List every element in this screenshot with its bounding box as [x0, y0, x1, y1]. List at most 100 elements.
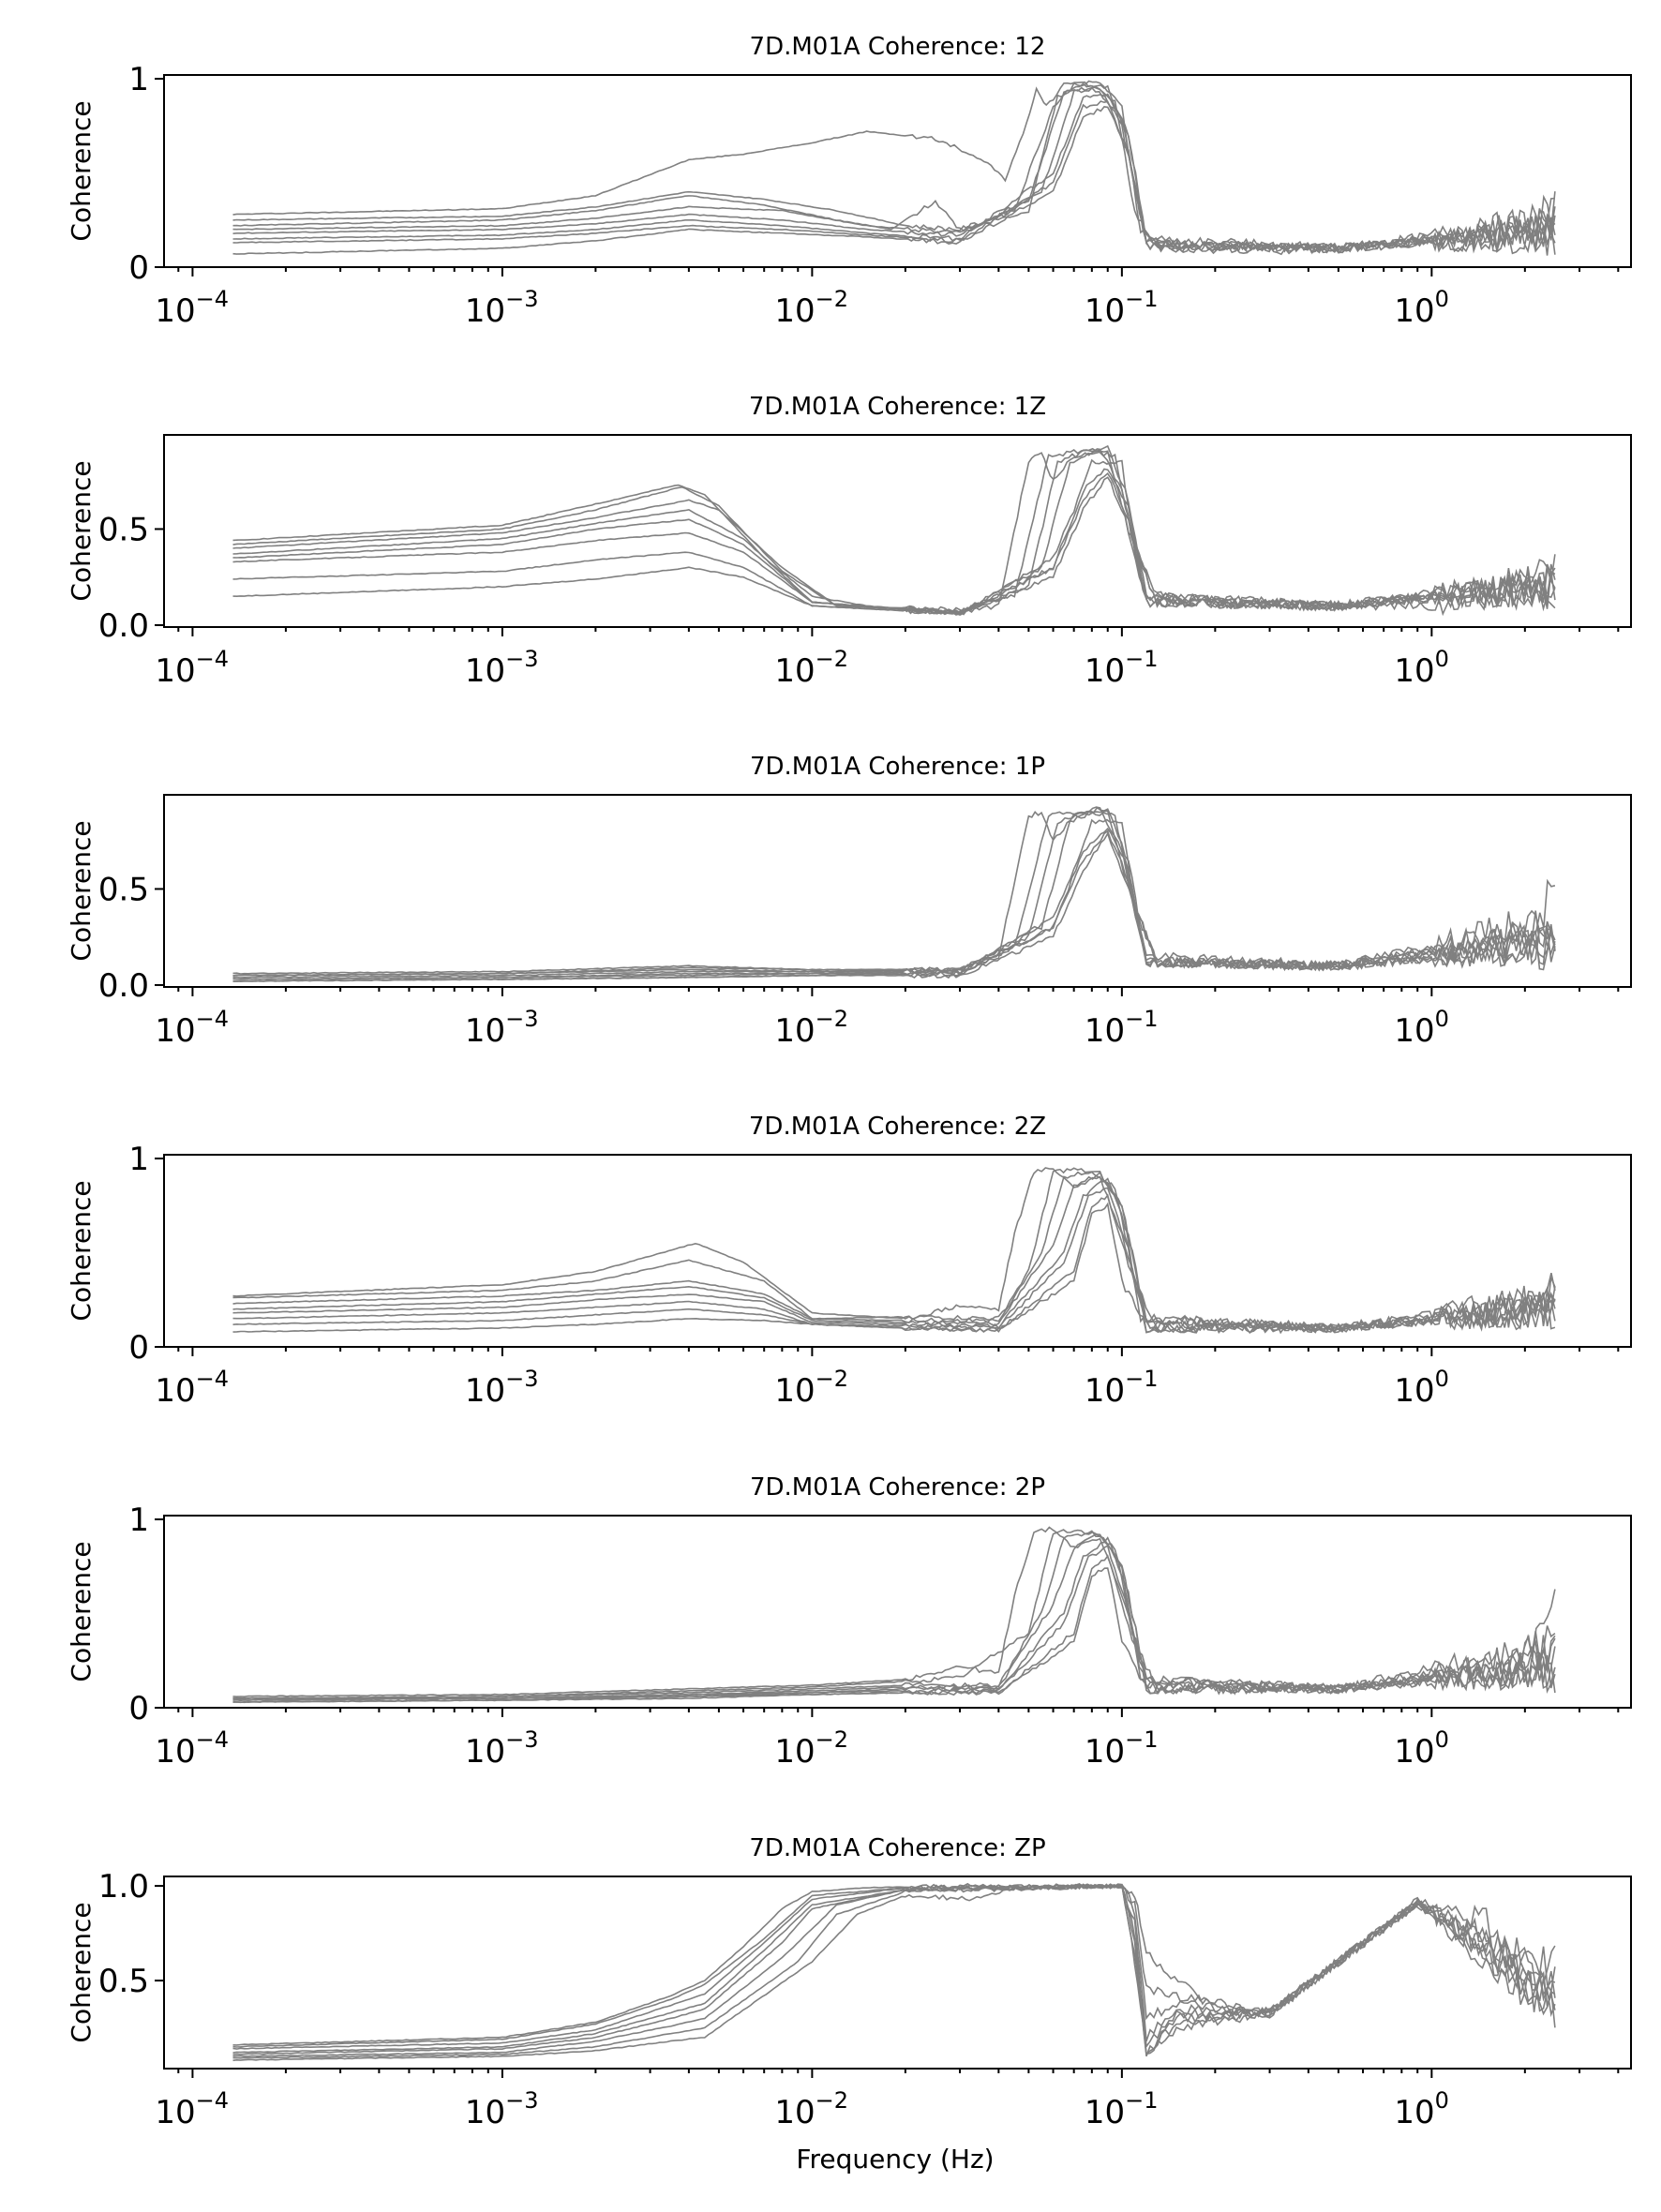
y-tick-label: 1: [128, 1502, 149, 1539]
coherence-series-8: [232, 1567, 1556, 1704]
coherence-series-3: [232, 1530, 1556, 1700]
y-tick-label: 0.5: [98, 1963, 149, 2000]
coherence-series-2: [232, 1529, 1556, 1700]
panel-title: 7D.M01A Coherence: ZP: [749, 1834, 1045, 1862]
x-tick-label: 100: [1394, 1006, 1449, 1050]
x-tick-label: 10−1: [1085, 1366, 1159, 1410]
axes-frame: [163, 1876, 1632, 2070]
y-tick-label: 0: [128, 249, 149, 287]
coherence-series-8: [232, 106, 1556, 256]
x-tick-label: 10−2: [774, 286, 848, 330]
coherence-series-5: [232, 818, 1556, 980]
y-axis-label: Coherence: [66, 820, 97, 961]
x-tick-label: 10−1: [1085, 2087, 1159, 2131]
y-tick-label: 1.0: [98, 1868, 149, 1906]
x-tick-label: 10−2: [774, 2087, 848, 2131]
x-tick-label: 10−4: [155, 2087, 229, 2131]
coherence-series-6: [232, 93, 1556, 254]
x-tick-label: 100: [1394, 646, 1449, 690]
coherence-series-6: [232, 1883, 1556, 2057]
coherence-series-3: [232, 806, 1556, 977]
coherence-series-8: [232, 831, 1556, 982]
coherence-series-4: [232, 811, 1556, 979]
x-tick-label: 100: [1394, 2087, 1449, 2131]
x-tick-label: 100: [1394, 1726, 1449, 1771]
x-tick-label: 10−1: [1085, 286, 1159, 330]
x-tick-label: 10−1: [1085, 646, 1159, 690]
axes-frame: [163, 1515, 1632, 1709]
x-tick-label: 10−4: [155, 1726, 229, 1771]
y-axis-label: Coherence: [66, 100, 97, 241]
axes-frame: [163, 794, 1632, 988]
y-tick-label: 0: [128, 1690, 149, 1727]
panel-title: 7D.M01A Coherence: 12: [750, 33, 1046, 61]
series-group: [232, 444, 1556, 617]
x-tick-label: 10−2: [774, 646, 848, 690]
coherence-series-5: [232, 1883, 1556, 2055]
y-axis-label: Coherence: [66, 1180, 97, 1321]
series-group: [232, 1526, 1556, 1704]
x-tick-label: 10−2: [774, 1366, 848, 1410]
panel-title: 7D.M01A Coherence: 1P: [750, 753, 1045, 781]
panel-title: 7D.M01A Coherence: 2Z: [749, 1113, 1046, 1141]
panel-6: 7D.M01A Coherence: ZP Coherence 0.5 1.0 10−4…: [66, 1834, 1632, 2131]
y-axis-label: Coherence: [66, 1902, 97, 2042]
panel-title: 7D.M01A Coherence: 1Z: [749, 393, 1046, 421]
x-tick-label: 10−3: [465, 286, 539, 330]
y-axis-label: Coherence: [66, 1541, 97, 1681]
x-tick-label: 10−3: [465, 1726, 539, 1771]
coherence-series-8: [232, 1202, 1556, 1334]
series-group: [232, 80, 1556, 256]
x-tick-label: 10−3: [465, 1006, 539, 1050]
coherence-series-1: [232, 1526, 1556, 1698]
coherence-series-2: [232, 1167, 1556, 1333]
panel-title: 7D.M01A Coherence: 2P: [750, 1473, 1045, 1502]
axes-frame: [163, 1154, 1632, 1348]
coherence-series-4: [232, 86, 1556, 254]
coherence-series-5: [232, 1177, 1556, 1334]
coherence-series-7: [232, 1193, 1556, 1334]
coherence-series-6: [232, 1187, 1556, 1333]
x-tick-label: 10−4: [155, 646, 229, 690]
coherence-series-6: [232, 827, 1556, 980]
x-tick-label: 100: [1394, 1366, 1449, 1410]
y-tick-label: 0.0: [98, 967, 149, 1005]
series-group: [232, 806, 1556, 983]
coherence-series-6: [232, 1545, 1556, 1701]
x-tick-label: 10−4: [155, 1366, 229, 1410]
x-tick-label: 100: [1394, 286, 1449, 330]
y-tick-label: 0.5: [98, 871, 149, 908]
x-tick-label: 10−3: [465, 1366, 539, 1410]
coherence-series-4: [232, 1533, 1556, 1700]
axes-frame: [163, 74, 1632, 268]
coherence-series-1: [232, 810, 1556, 975]
coherence-series-7: [232, 100, 1556, 255]
coherence-series-7: [232, 830, 1556, 983]
x-axis-label: Frequency (Hz): [796, 2144, 994, 2175]
coherence-series-6: [232, 468, 1556, 616]
coherence-series-5: [232, 1536, 1556, 1702]
coherence-series-5: [232, 86, 1556, 254]
y-tick-label: 1: [128, 1141, 149, 1178]
coherence-series-8: [232, 476, 1556, 616]
coherence-series-2: [232, 1883, 1556, 2048]
coherence-series-7: [232, 1883, 1556, 2059]
coherence-series-7: [232, 471, 1556, 616]
coherence-series-4: [232, 1883, 1556, 2054]
panel-5: 7D.M01A Coherence: 2P Coherence 0 1 10−4 10−3…: [66, 1473, 1632, 1771]
x-tick-label: 10−2: [774, 1726, 848, 1771]
axes-frame: [163, 434, 1632, 628]
x-tick-label: 10−3: [465, 646, 539, 690]
x-tick-label: 10−3: [465, 2087, 539, 2131]
x-tick-label: 10−2: [774, 1006, 848, 1050]
y-tick-label: 0.5: [98, 511, 149, 548]
coherence-series-1: [232, 1167, 1556, 1333]
panel-1: 7D.M01A Coherence: 12 Coherence 0 1 10−4 10−3…: [66, 33, 1632, 330]
coherence-series-4: [232, 1171, 1556, 1332]
coherence-series-1: [232, 1882, 1556, 2046]
y-tick-label: 0: [128, 1329, 149, 1367]
coherence-series-8: [232, 1883, 1556, 2062]
